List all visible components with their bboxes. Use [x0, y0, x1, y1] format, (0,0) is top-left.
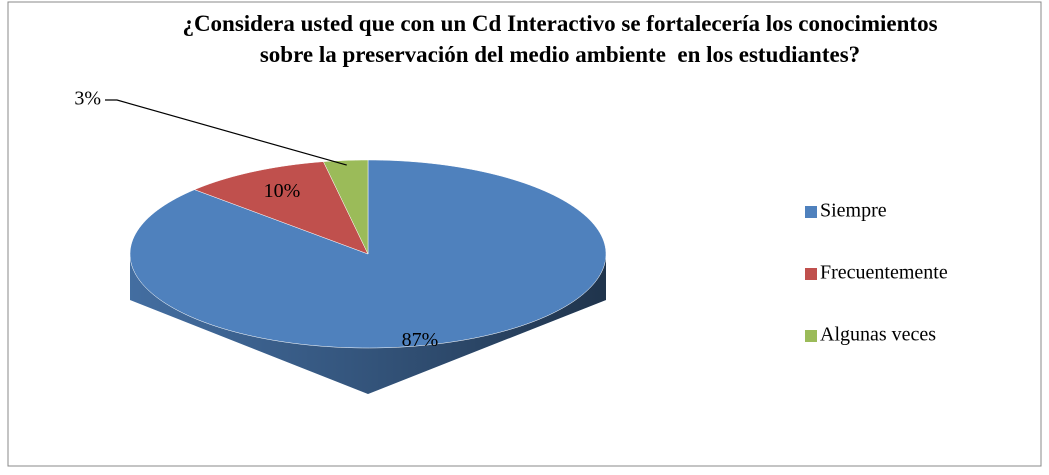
legend-swatch	[805, 268, 817, 280]
leader-line	[105, 99, 347, 166]
legend-swatch	[805, 330, 817, 342]
slice	[323, 159, 369, 255]
data-label: 3%	[74, 88, 101, 110]
legend-label: Siempre	[820, 200, 887, 222]
legend-swatch	[805, 206, 817, 218]
slice	[193, 161, 369, 255]
legend-label: Frecuentemente	[820, 262, 948, 284]
legend-label: Algunas veces	[820, 324, 936, 346]
chart-title: ¿Considera usted que con un Cd Interacti…	[182, 11, 950, 67]
data-label: 87%	[402, 329, 439, 351]
data-label: 10%	[264, 180, 301, 202]
slice-side-shade	[130, 254, 606, 394]
